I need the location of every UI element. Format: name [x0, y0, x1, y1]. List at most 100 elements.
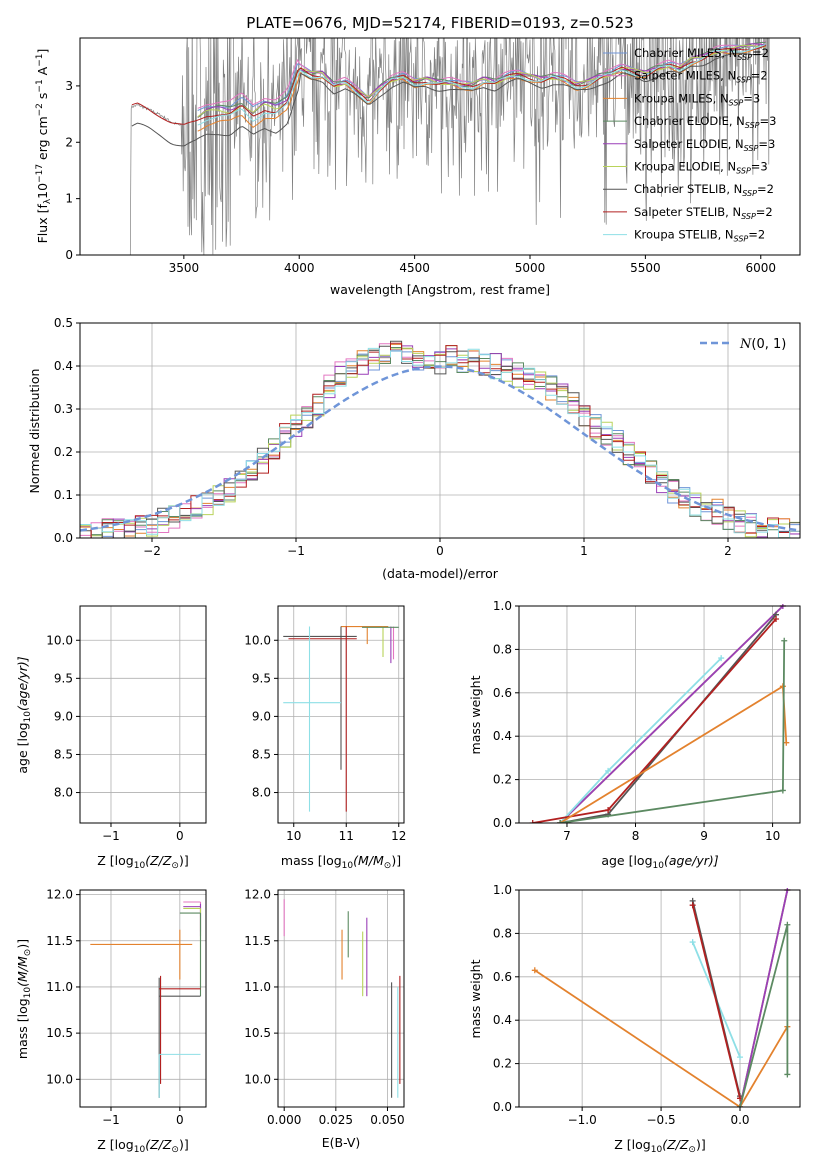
errorbars	[283, 626, 399, 812]
legend-label-text: Salpeter STELIB, N	[634, 205, 741, 219]
massweight-z-ylabel: mass weight	[468, 959, 483, 1038]
mass-ebv-axes-frame	[277, 889, 405, 1108]
y-tick-label: 12.0	[244, 888, 271, 902]
massweight-point-marker	[605, 806, 612, 813]
massweight-age-axes-frame	[518, 605, 801, 824]
x-tick-label: −2	[143, 544, 161, 558]
y-tick-label: 9.5	[54, 671, 73, 685]
legend-label-sub: SSP	[729, 98, 744, 107]
y-tick-label: 0.0	[54, 531, 73, 545]
x-tick-label: 8	[632, 829, 640, 843]
legend-label: Kroupa STELIB, NSSP=2	[634, 228, 765, 244]
model-spectrum-line	[197, 44, 766, 126]
y-tick-label: 0.4	[54, 359, 73, 373]
legend-label-text: Chabrier STELIB, N	[634, 182, 742, 196]
mass-z-xlabel: Z [log10(Z/Z⊙)]	[97, 1137, 188, 1155]
errorbars	[90, 901, 202, 1098]
legend-label: Chabrier STELIB, NSSP=2	[634, 182, 774, 198]
x-tick-label: −0.5	[647, 1113, 676, 1127]
y-tick-label: 0.6	[493, 686, 512, 700]
legend-label: Salpeter ELODIE, NSSP=3	[634, 137, 775, 153]
age-mass-plot-area	[278, 606, 404, 823]
gaussian-curve	[80, 365, 800, 532]
errorbars	[283, 899, 401, 1098]
spectrum-plot-area	[114, 38, 770, 255]
legend-label-count: =2	[751, 69, 768, 83]
y-tick-label: 1.0	[493, 599, 512, 613]
y-tick-label: 11.5	[46, 934, 73, 948]
figure-title: PLATE=0676, MJD=52174, FIBERID=0193, z=0…	[246, 14, 633, 32]
spectrum-xlabel: wavelength [Angstrom, rest frame]	[330, 282, 550, 297]
x-tick-label: −1	[102, 829, 120, 843]
legend-label-count: =3	[758, 137, 775, 151]
massweight-series-line	[534, 969, 789, 1107]
y-tick-label: 0.6	[493, 970, 512, 984]
errorbars	[90, 625, 202, 812]
y-tick-label: 9.5	[252, 671, 271, 685]
x-tick-label: −1	[287, 544, 305, 558]
y-tick-label: 8.0	[54, 786, 73, 800]
legend-label-text: Chabrier ELODIE, N	[634, 114, 745, 128]
y-tick-label: 0.4	[493, 1013, 512, 1027]
massweight-age-ylabel: mass weight	[468, 675, 483, 754]
age-z-plot-area	[80, 606, 206, 823]
mass-z-ylabel: mass [log10(M/M⊙)]	[15, 939, 33, 1059]
massweight-z-axes-frame	[518, 889, 801, 1108]
y-tick-label: 3	[65, 79, 73, 93]
massweight-series-line	[559, 605, 784, 823]
x-tick-label: 3500	[169, 261, 200, 275]
massweight-point-marker	[784, 921, 791, 928]
y-tick-label: 0.3	[54, 402, 73, 416]
age-z-xlabel: Z [log10(Z/Z⊙)]	[97, 853, 188, 871]
y-tick-label: 0.0	[493, 816, 512, 830]
legend-label-count: =2	[756, 205, 773, 219]
y-tick-label: 0.5	[54, 316, 73, 330]
residual-ylabel: Normed distribution	[27, 369, 42, 494]
y-tick-label: 10.0	[46, 1072, 73, 1086]
mass-ebv-panel: 0.000 0.025 0.050 10.0 10.5 11.0 11.5 12.0 E(B-…	[244, 888, 404, 1150]
massweight-lines	[529, 604, 790, 823]
spectrum-ylabel: Flux [fλ10−17 erg cm−2 s−1 A−1]	[35, 49, 53, 244]
spectrum-lines	[114, 38, 770, 255]
legend-label-count: =3	[751, 160, 768, 174]
massweight-point-marker	[779, 787, 786, 794]
residual-ticks: −2 −1 0 1 2 0.0 0.1 0.2 0.3 0.4 0.5	[54, 316, 732, 558]
y-tick-label: 11.0	[46, 980, 73, 994]
y-tick-label: 9.0	[54, 709, 73, 723]
x-tick-label: 0	[176, 1113, 184, 1127]
massweight-point-marker	[529, 820, 536, 823]
residual-panel: −2 −1 0 1 2 0.0 0.1 0.2 0.3 0.4 0.5 (data-model)/e…	[27, 316, 801, 581]
y-tick-label: 2	[65, 135, 73, 149]
residual-xlabel: (data-model)/error	[382, 566, 499, 581]
residual-plot-area	[80, 322, 800, 539]
y-tick-label: 12.0	[46, 888, 73, 902]
spectrum-ticks: 3500 4000 4500 5000 5500 6000 0 1 2 3	[65, 79, 776, 275]
x-tick-label: 10	[286, 829, 301, 843]
y-tick-label: 10.0	[46, 633, 73, 647]
y-tick-label: 1	[65, 192, 73, 206]
legend-label-count: =2	[757, 182, 774, 196]
massweight-lines	[531, 888, 791, 1107]
residual-legend: N(0, 1)	[700, 337, 786, 352]
legend-label: Kroupa ELODIE, NSSP=3	[634, 160, 768, 176]
massweight-point-marker	[781, 637, 788, 644]
legend-label: Salpeter MILES, NSSP=2	[634, 69, 768, 85]
mass-z-axes-frame	[79, 889, 207, 1108]
massweight-point-marker	[689, 902, 696, 909]
observed-spectrum-line	[114, 38, 770, 255]
legend-label: Chabrier ELODIE, NSSP=3	[634, 114, 776, 130]
y-tick-label: 0	[65, 248, 73, 262]
y-tick-label: 9.0	[252, 709, 271, 723]
massweight-age-plot-area	[519, 604, 800, 824]
legend-label-text: Kroupa STELIB, N	[634, 228, 734, 242]
massweight-point-marker	[689, 939, 696, 946]
massweight-point-marker	[737, 1054, 744, 1061]
mass-z-ticks: −1 0 10.0 10.5 11.0 11.5 12.0	[46, 888, 183, 1127]
y-tick-label: 11.5	[244, 934, 271, 948]
x-tick-label: 6000	[745, 261, 776, 275]
legend-label-sub: SSP	[736, 167, 751, 176]
massweight-point-marker	[718, 655, 725, 662]
y-tick-label: 11.0	[244, 980, 271, 994]
mass-ebv-plot-area	[278, 890, 404, 1107]
